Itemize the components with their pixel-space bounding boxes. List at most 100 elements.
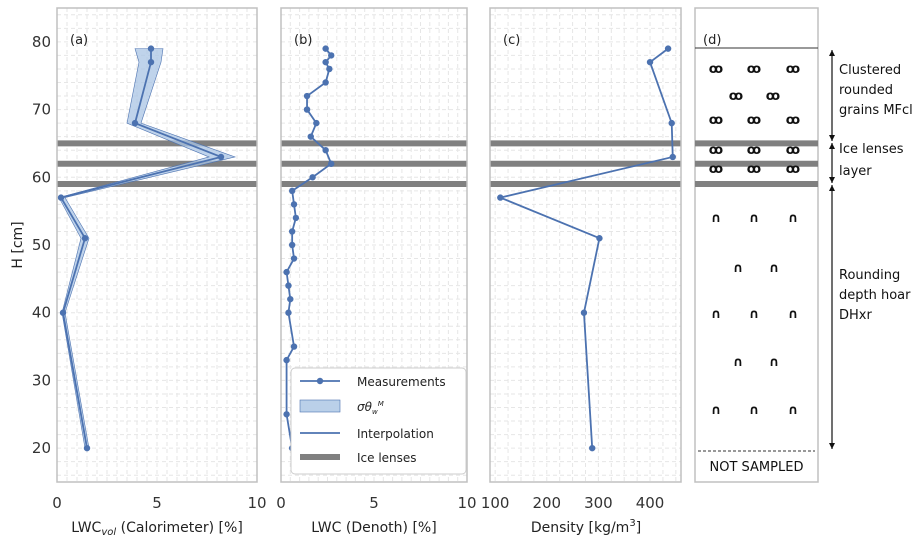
- x-axis-label-a: LWCvol (Calorimeter) [%]: [71, 520, 243, 538]
- data-point: [83, 444, 91, 452]
- panel-label: (d): [703, 33, 721, 48]
- grid-lines: [490, 8, 681, 482]
- depth-hoar-symbol: ∩: [749, 403, 760, 418]
- clustered-grain-symbol: ꝏ: [747, 62, 761, 77]
- x-tick-label: 5: [152, 494, 162, 512]
- panel-frame: [694, 7, 819, 483]
- depth-hoar-symbol: ∩: [749, 211, 760, 226]
- layer-annotations: Clustered rounded grains MFcl Ice lenses lay…: [829, 50, 913, 449]
- data-point: [59, 309, 67, 316]
- data-point: [307, 133, 314, 140]
- depth-hoar-symbol: ∩: [769, 355, 780, 370]
- data-point: [669, 153, 676, 161]
- y-tick-label: 70: [32, 101, 51, 119]
- x-tick-label: 0: [276, 494, 286, 512]
- data-point: [288, 241, 296, 249]
- data-point: [283, 268, 290, 276]
- clustered-grain-symbol: ꝏ: [786, 113, 800, 128]
- bracket-arrowhead: [829, 443, 835, 449]
- clustered-grain-symbol: ꝏ: [766, 89, 780, 104]
- panel-a: (a) 0 5 10: [52, 7, 267, 512]
- clustered-grain-symbol: ꝏ: [747, 113, 761, 128]
- data-point: [290, 255, 298, 262]
- data-point: [288, 228, 296, 235]
- data-point: [328, 52, 335, 59]
- x-tick-label: 200: [532, 494, 561, 512]
- layer-label: Rounding: [839, 268, 900, 283]
- data-point: [147, 58, 155, 66]
- data-point: [290, 201, 298, 208]
- depth-hoar-symbol: ∩: [788, 211, 799, 226]
- layer-label: grains MFcl: [839, 103, 913, 118]
- legend-label: Measurements: [357, 375, 446, 389]
- data-point: [285, 282, 292, 289]
- depth-hoar-symbol: ∩: [788, 403, 799, 418]
- legend: Measurements σθwM Interpolation Ice lenses: [290, 367, 467, 475]
- clustered-grain-symbol: ꝏ: [747, 143, 761, 158]
- legend-label: Interpolation: [357, 427, 434, 441]
- depth-hoar-symbol: ∩: [711, 403, 722, 418]
- x-label-part: ]: [636, 520, 641, 536]
- x-tick-label: 300: [584, 494, 613, 512]
- y-tick-label: 40: [32, 304, 51, 322]
- y-tick-label: 80: [32, 33, 51, 51]
- not-sampled-label: NOT SAMPLED: [710, 460, 804, 475]
- clustered-grain-symbol: ꝏ: [709, 162, 723, 177]
- panel-label: (b): [294, 33, 312, 48]
- panel-label: (c): [503, 33, 520, 48]
- data-point: [147, 45, 155, 52]
- legend-label: Ice lenses: [357, 451, 417, 465]
- y-tick-label: 60: [32, 168, 51, 186]
- layer-label: rounded: [839, 83, 893, 98]
- panel-label: (a): [70, 33, 88, 48]
- x-tick-label: 5: [369, 494, 379, 512]
- depth-hoar-symbol: ∩: [733, 355, 744, 370]
- clustered-grain-symbol: ꝏ: [709, 62, 723, 77]
- clustered-grain-symbol: ꝏ: [709, 143, 723, 158]
- depth-hoar-symbol: ∩: [788, 307, 799, 322]
- legend-box: [290, 367, 467, 475]
- depth-hoar-symbol: ∩: [711, 307, 722, 322]
- depth-hoar-symbol: ∩: [733, 261, 744, 276]
- y-tick-label: 50: [32, 236, 51, 254]
- x-label-part: (Calorimeter) [%]: [116, 520, 243, 536]
- data-point: [283, 356, 290, 364]
- data-point: [646, 58, 654, 66]
- depth-hoar-symbol: ∩: [769, 261, 780, 276]
- x-axis-label-c: Density [kg/m3]: [531, 518, 641, 536]
- bracket-arrowhead: [829, 185, 835, 191]
- data-point: [309, 174, 316, 181]
- legend-label: σθwM: [357, 400, 384, 416]
- depth-hoar-symbol: ∩: [749, 307, 760, 322]
- bracket-arrowhead: [829, 177, 835, 183]
- data-point: [664, 45, 672, 52]
- data-point: [668, 119, 675, 127]
- x-tick-label: 10: [457, 494, 476, 512]
- x-tick-label: 400: [636, 494, 665, 512]
- clustered-grain-symbol: ꝏ: [709, 113, 723, 128]
- data-point: [322, 147, 329, 154]
- layer-label: DHxr: [839, 308, 872, 323]
- data-point: [283, 411, 290, 418]
- data-point: [57, 194, 65, 201]
- data-point: [81, 235, 89, 242]
- legend-swatch: [299, 399, 341, 413]
- clustered-grain-symbol: ꝏ: [747, 162, 761, 177]
- layer-label: depth hoar: [839, 288, 911, 303]
- depth-hoar-symbol: ∩: [711, 211, 722, 226]
- data-point: [292, 214, 300, 222]
- data-point: [287, 295, 294, 303]
- layer-label: Clustered: [839, 63, 901, 78]
- data-point: [328, 160, 335, 167]
- data-point: [290, 343, 298, 350]
- layer-label: layer: [839, 164, 872, 179]
- legend-marker: [316, 377, 324, 385]
- x-tick-label: 100: [481, 494, 510, 512]
- bracket-arrowhead: [829, 143, 835, 149]
- panel-frame: [489, 7, 682, 483]
- data-point: [322, 79, 329, 86]
- data-point: [596, 235, 603, 242]
- clustered-grain-symbol: ꝏ: [786, 62, 800, 77]
